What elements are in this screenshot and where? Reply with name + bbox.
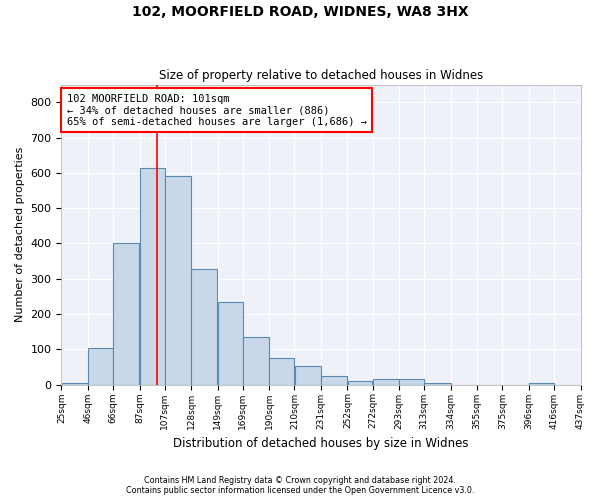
Bar bbox=[62, 382, 88, 384]
Text: 102, MOORFIELD ROAD, WIDNES, WA8 3HX: 102, MOORFIELD ROAD, WIDNES, WA8 3HX bbox=[131, 5, 469, 19]
Bar bbox=[373, 380, 399, 384]
Bar bbox=[424, 383, 451, 384]
Text: 102 MOORFIELD ROAD: 101sqm
← 34% of detached houses are smaller (886)
65% of sem: 102 MOORFIELD ROAD: 101sqm ← 34% of deta… bbox=[67, 94, 367, 127]
Bar bbox=[218, 302, 242, 384]
Bar bbox=[399, 380, 424, 384]
Bar bbox=[321, 376, 347, 384]
Bar bbox=[113, 243, 139, 384]
Bar bbox=[529, 382, 554, 384]
X-axis label: Distribution of detached houses by size in Widnes: Distribution of detached houses by size … bbox=[173, 437, 469, 450]
Bar bbox=[269, 358, 295, 384]
Bar bbox=[165, 176, 191, 384]
Bar bbox=[140, 168, 164, 384]
Bar bbox=[88, 348, 113, 385]
Bar bbox=[243, 337, 269, 384]
Title: Size of property relative to detached houses in Widnes: Size of property relative to detached ho… bbox=[159, 69, 483, 82]
Bar bbox=[295, 366, 321, 384]
Bar bbox=[191, 269, 217, 384]
Text: Contains HM Land Registry data © Crown copyright and database right 2024.
Contai: Contains HM Land Registry data © Crown c… bbox=[126, 476, 474, 495]
Bar bbox=[347, 381, 373, 384]
Y-axis label: Number of detached properties: Number of detached properties bbox=[15, 147, 25, 322]
